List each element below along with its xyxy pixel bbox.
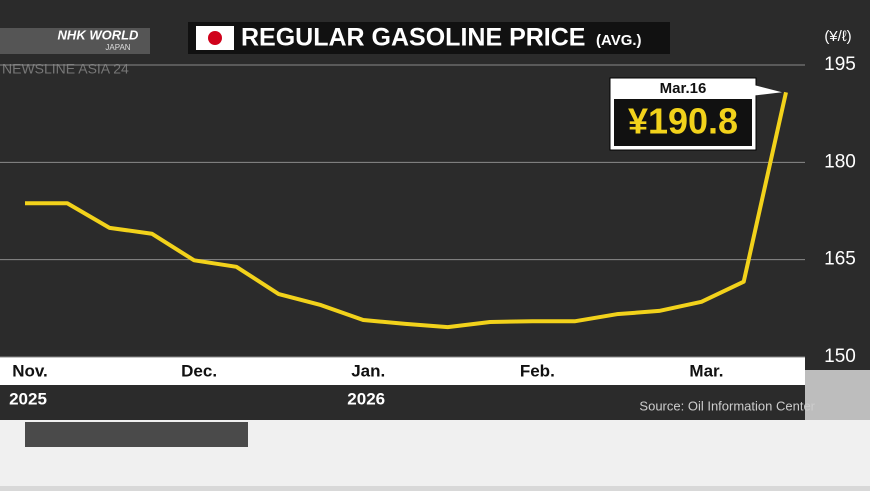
axis-strip: [0, 357, 805, 385]
year-label: 2026: [347, 389, 385, 408]
y-tick-label: 195: [824, 54, 856, 75]
callout-pointer: [750, 84, 782, 96]
logo-sub: JAPAN: [105, 43, 130, 52]
x-tick-label: Nov.: [12, 361, 48, 380]
y-tick-label: 150: [824, 346, 856, 367]
value-label: ¥190.8: [628, 101, 738, 142]
x-tick-label: Feb.: [520, 361, 555, 380]
annotation-date: Mar.16: [660, 80, 707, 97]
value-label-bg: [614, 99, 752, 146]
logo-bg: [0, 28, 150, 54]
unit-label: (¥/ℓ): [824, 28, 851, 45]
x-tick-label: Mar.: [689, 361, 723, 380]
x-tick-label: Jan.: [351, 361, 385, 380]
caption-bar: [25, 422, 248, 447]
chart-title: REGULAR GASOLINE PRICE: [241, 24, 585, 52]
source: Source: Oil Information Center: [639, 398, 815, 413]
x-tick-label: Dec.: [181, 361, 217, 380]
title-suffix: (AVG.): [596, 32, 642, 49]
y-tick-label: 180: [824, 151, 856, 172]
flag-sun: [208, 31, 222, 45]
title-box: [188, 22, 670, 54]
y-tick-label: 165: [824, 249, 856, 270]
side-panel: [805, 370, 870, 420]
logo: NHK WORLD: [58, 27, 139, 42]
program: NEWSLINE ASIA 24: [2, 61, 129, 77]
price-line: [25, 91, 788, 330]
plot: 150 165 180 195 Nov. 2025 Dec. Jan. 2026 Feb. Mar.…: [0, 54, 856, 408]
chart-panel: [0, 0, 870, 420]
year-label: 2025: [9, 389, 47, 408]
